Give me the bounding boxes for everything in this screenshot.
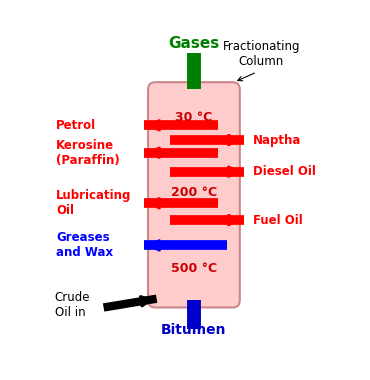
Text: Fractionating
Column: Fractionating Column [223, 40, 300, 68]
Text: Fuel Oil: Fuel Oil [253, 214, 302, 226]
Text: Lubricating
Oil: Lubricating Oil [56, 189, 132, 217]
Text: Diesel Oil: Diesel Oil [253, 165, 316, 178]
Text: 30 °C: 30 °C [175, 111, 212, 124]
Text: Gases: Gases [168, 36, 219, 51]
Text: Bitumen: Bitumen [161, 323, 227, 337]
Text: Kerosine
(Paraffin): Kerosine (Paraffin) [56, 139, 120, 167]
Text: Crude
Oil in: Crude Oil in [55, 291, 90, 318]
FancyBboxPatch shape [148, 82, 240, 307]
Text: Greases
and Wax: Greases and Wax [56, 231, 114, 260]
Text: Petrol: Petrol [56, 119, 97, 132]
Text: Naptha: Naptha [253, 133, 301, 147]
Text: 500 °C: 500 °C [171, 262, 217, 275]
Text: 200 °C: 200 °C [171, 187, 217, 200]
